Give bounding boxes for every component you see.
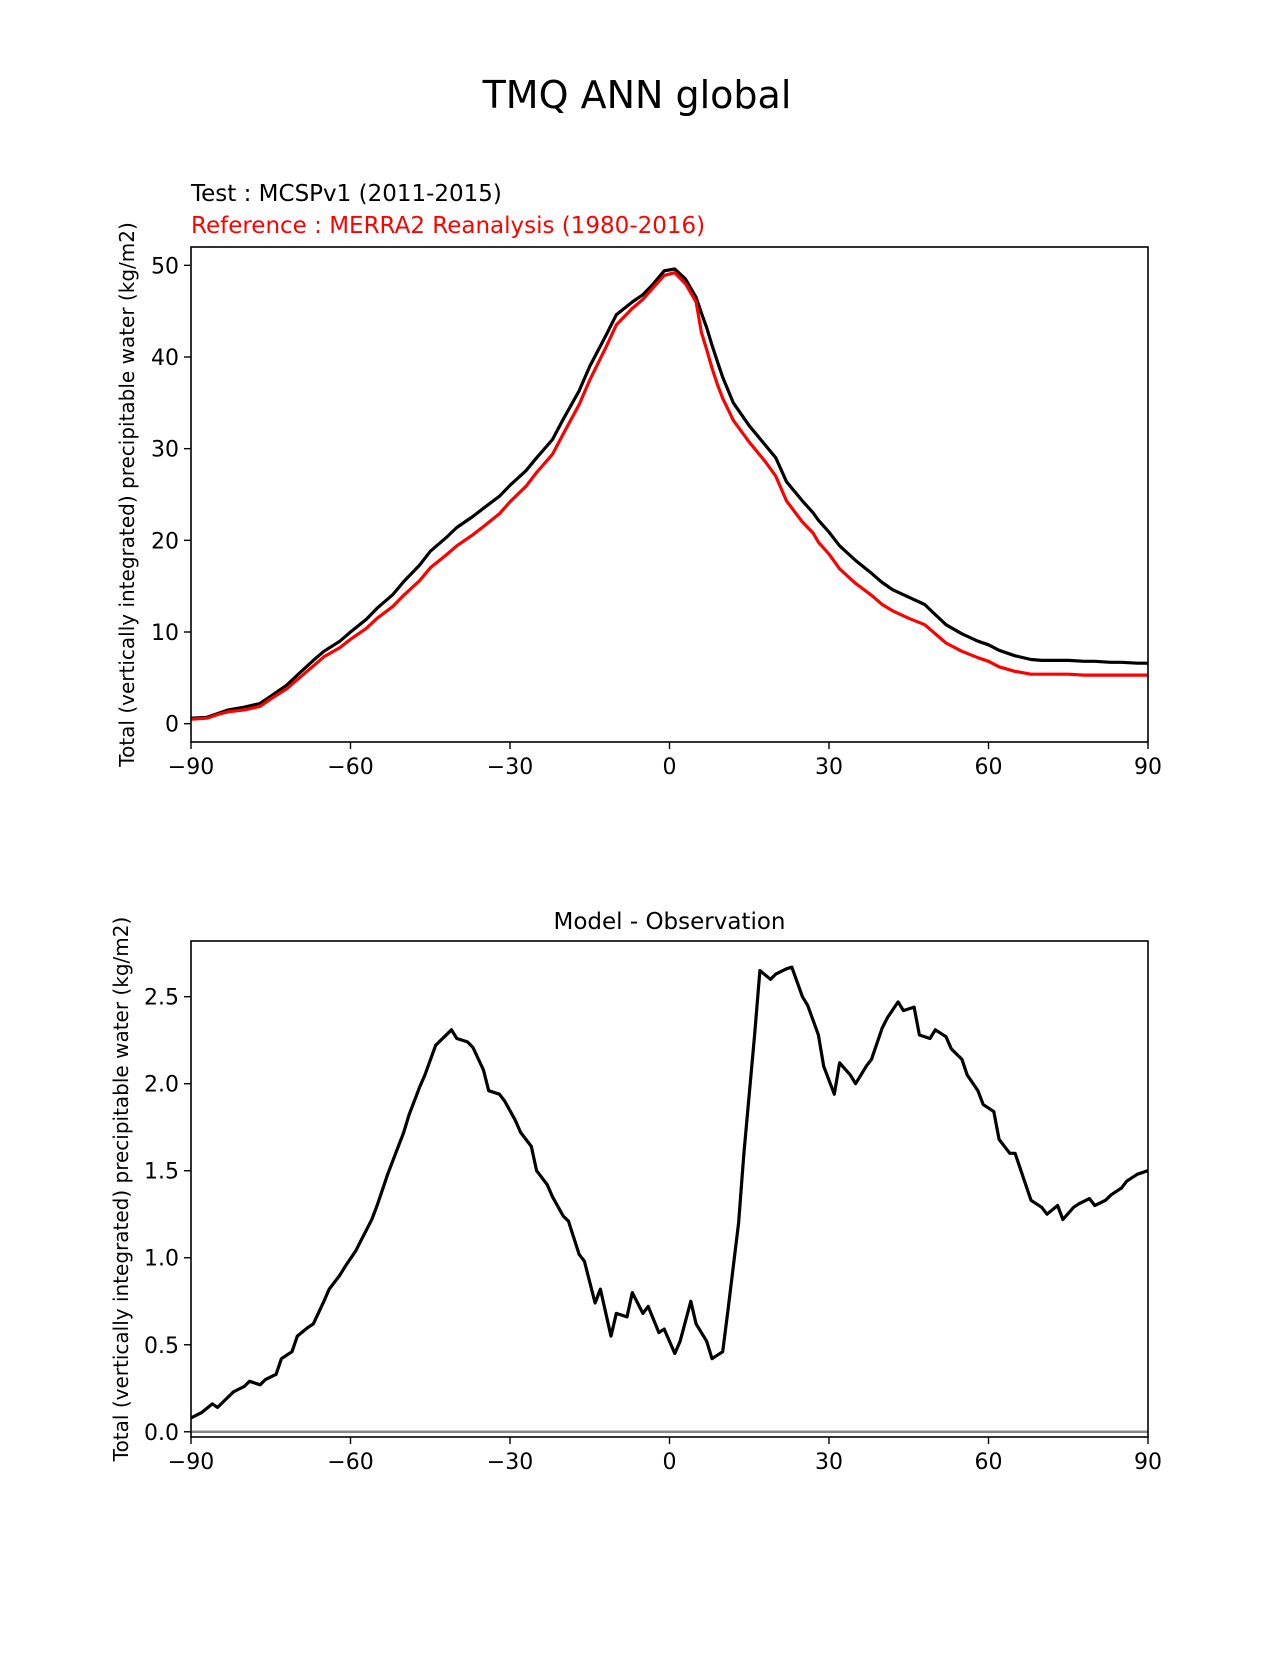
y-tick-label: 0 xyxy=(165,713,179,738)
y-axis-label: Total (vertically integrated) precipitab… xyxy=(115,222,139,768)
x-tick-label: −90 xyxy=(168,1450,214,1475)
axes-frame xyxy=(190,940,1149,1438)
series-line-1 xyxy=(190,271,1148,721)
y-tick-label: 40 xyxy=(151,346,179,371)
y-axis-label: Total (vertically integrated) precipitab… xyxy=(109,917,133,1463)
x-tick-label: 60 xyxy=(975,755,1003,780)
series-line-0 xyxy=(190,965,1149,1420)
x-tick-label: −30 xyxy=(487,755,533,780)
x-tick-label: 0 xyxy=(663,1450,677,1475)
figure-title: TMQ ANN global xyxy=(482,73,792,117)
y-tick-label: 1.0 xyxy=(144,1247,179,1272)
x-tick-label: 90 xyxy=(1134,1450,1162,1475)
x-tick-label: −30 xyxy=(487,1450,533,1475)
series-line-0 xyxy=(190,267,1148,720)
y-tick-label: 30 xyxy=(151,438,179,463)
reference-label: Reference : MERRA2 Reanalysis (1980-2016… xyxy=(191,213,705,239)
x-tick-label: −90 xyxy=(168,755,214,780)
y-tick-label: 50 xyxy=(151,254,179,279)
x-tick-label: −60 xyxy=(327,755,373,780)
x-tick-label: −60 xyxy=(327,1450,373,1475)
y-tick-label: 20 xyxy=(151,529,179,554)
x-tick-label: 30 xyxy=(815,1450,843,1475)
x-tick-label: 60 xyxy=(975,1450,1003,1475)
y-tick-label: 2.5 xyxy=(144,986,179,1011)
y-tick-label: 10 xyxy=(151,621,179,646)
y-tick-label: 0.0 xyxy=(144,1421,179,1446)
x-tick-label: 90 xyxy=(1134,755,1162,780)
top-chart: −90 −60 −30 0 30 60 90 0 10 20 30 40 50 Total (vertic… xyxy=(115,181,1162,780)
bottom-chart: −90 −60 −30 0 30 60 90 0.0 0.5 1.0 1.5 2.0 2.5 Total … xyxy=(109,909,1162,1475)
y-tick-label: 2.0 xyxy=(144,1073,179,1098)
x-tick-label: 0 xyxy=(663,755,677,780)
y-tick-label: 0.5 xyxy=(144,1334,179,1359)
test-label: Test : MCSPv1 (2011-2015) xyxy=(190,181,502,207)
chart-title: Model - Observation xyxy=(553,909,785,935)
y-tick-label: 1.5 xyxy=(144,1160,179,1185)
x-tick-label: 30 xyxy=(815,755,843,780)
